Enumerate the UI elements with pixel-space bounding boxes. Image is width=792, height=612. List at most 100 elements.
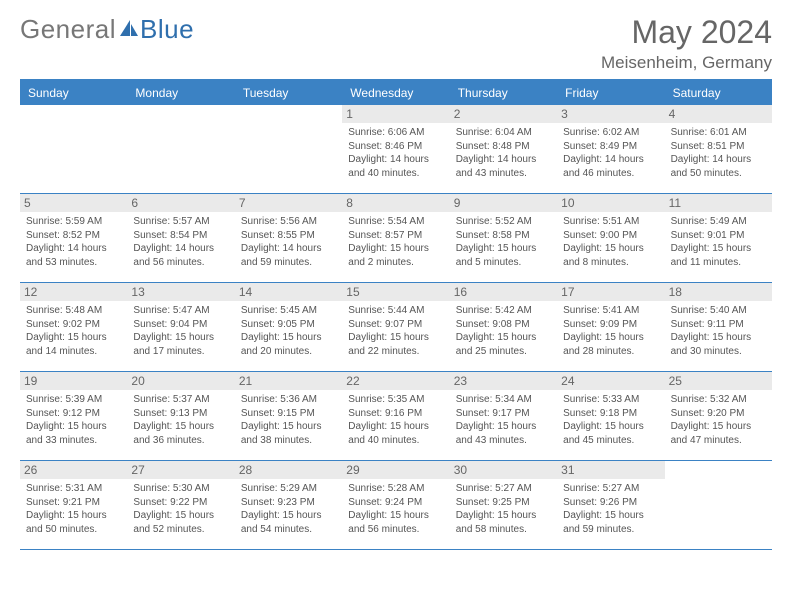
day-number: 28 bbox=[235, 461, 342, 479]
calendar-cell: 2Sunrise: 6:04 AMSunset: 8:48 PMDaylight… bbox=[450, 105, 557, 193]
calendar-cell: 3Sunrise: 6:02 AMSunset: 8:49 PMDaylight… bbox=[557, 105, 664, 193]
daylight-text: Daylight: 15 hours and 59 minutes. bbox=[563, 509, 658, 536]
day-number: 9 bbox=[450, 194, 557, 212]
sunrise-text: Sunrise: 5:59 AM bbox=[26, 215, 121, 229]
brand-text-1: General bbox=[20, 14, 116, 45]
calendar-cell: 26Sunrise: 5:31 AMSunset: 9:21 PMDayligh… bbox=[20, 461, 127, 549]
day-number: 12 bbox=[20, 283, 127, 301]
daylight-text: Daylight: 15 hours and 30 minutes. bbox=[671, 331, 766, 358]
day-number: 16 bbox=[450, 283, 557, 301]
sunrise-text: Sunrise: 5:57 AM bbox=[133, 215, 228, 229]
day-number: 20 bbox=[127, 372, 234, 390]
brand-logo: General Blue bbox=[20, 14, 194, 45]
sail-icon bbox=[118, 14, 140, 45]
calendar-week: 19Sunrise: 5:39 AMSunset: 9:12 PMDayligh… bbox=[20, 372, 772, 461]
daylight-text: Daylight: 15 hours and 5 minutes. bbox=[456, 242, 551, 269]
calendar-cell: 22Sunrise: 5:35 AMSunset: 9:16 PMDayligh… bbox=[342, 372, 449, 460]
calendar-cell: 25Sunrise: 5:32 AMSunset: 9:20 PMDayligh… bbox=[665, 372, 772, 460]
sunrise-text: Sunrise: 5:30 AM bbox=[133, 482, 228, 496]
daylight-text: Daylight: 15 hours and 22 minutes. bbox=[348, 331, 443, 358]
calendar-cell: 14Sunrise: 5:45 AMSunset: 9:05 PMDayligh… bbox=[235, 283, 342, 371]
sunset-text: Sunset: 9:17 PM bbox=[456, 407, 551, 421]
calendar-cell: 31Sunrise: 5:27 AMSunset: 9:26 PMDayligh… bbox=[557, 461, 664, 549]
sunrise-text: Sunrise: 5:37 AM bbox=[133, 393, 228, 407]
weekday-header: Sunday Monday Tuesday Wednesday Thursday… bbox=[20, 81, 772, 105]
calendar-cell: 1Sunrise: 6:06 AMSunset: 8:46 PMDaylight… bbox=[342, 105, 449, 193]
calendar-week: 12 Sunrise: 5:48 AMSunset: 9:02 PM Dayligh… bbox=[20, 283, 772, 372]
sunrise-text: Sunrise: 5:32 AM bbox=[671, 393, 766, 407]
sunset-text: Sunset: 9:18 PM bbox=[563, 407, 658, 421]
calendar-week: 5 Sunrise: 5:59 AMSunset: 8:52 PM Daylight… bbox=[20, 194, 772, 283]
sunset-text: Sunset: 8:52 PM bbox=[26, 229, 121, 243]
calendar-cell: 30Sunrise: 5:27 AMSunset: 9:25 PMDayligh… bbox=[450, 461, 557, 549]
sunrise-text: Sunrise: 5:51 AM bbox=[563, 215, 658, 229]
sunset-text: Sunset: 9:24 PM bbox=[348, 496, 443, 510]
day-number: 6 bbox=[127, 194, 234, 212]
daylight-text: Daylight: 14 hours and 40 minutes. bbox=[348, 153, 443, 180]
day-number: 14 bbox=[235, 283, 342, 301]
weekday-label: Sunday bbox=[20, 81, 127, 105]
calendar-cell: 19Sunrise: 5:39 AMSunset: 9:12 PMDayligh… bbox=[20, 372, 127, 460]
sunset-text: Sunset: 9:13 PM bbox=[133, 407, 228, 421]
sunrise-text: Sunrise: 5:33 AM bbox=[563, 393, 658, 407]
day-number: 7 bbox=[235, 194, 342, 212]
sunrise-text: Sunrise: 5:27 AM bbox=[456, 482, 551, 496]
sunrise-text: Sunrise: 5:27 AM bbox=[563, 482, 658, 496]
daylight-text: Daylight: 15 hours and 11 minutes. bbox=[671, 242, 766, 269]
sunset-text: Sunset: 9:16 PM bbox=[348, 407, 443, 421]
location-label: Meisenheim, Germany bbox=[601, 53, 772, 73]
sunrise-text: Sunrise: 5:40 AM bbox=[671, 304, 766, 318]
sunset-text: Sunset: 9:07 PM bbox=[348, 318, 443, 332]
calendar-cell bbox=[127, 105, 234, 193]
sunrise-text: Sunrise: 5:29 AM bbox=[241, 482, 336, 496]
calendar-week: 1Sunrise: 6:06 AMSunset: 8:46 PMDaylight… bbox=[20, 105, 772, 194]
weeks-container: 1Sunrise: 6:06 AMSunset: 8:46 PMDaylight… bbox=[20, 105, 772, 550]
sunset-text: Sunset: 8:57 PM bbox=[348, 229, 443, 243]
sunrise-text: Sunrise: 5:44 AM bbox=[348, 304, 443, 318]
day-number: 27 bbox=[127, 461, 234, 479]
sunrise-text: Sunrise: 6:06 AM bbox=[348, 126, 443, 140]
calendar-cell: 7Sunrise: 5:56 AMSunset: 8:55 PMDaylight… bbox=[235, 194, 342, 282]
sunrise-text: Sunrise: 5:42 AM bbox=[456, 304, 551, 318]
day-number: 21 bbox=[235, 372, 342, 390]
sunrise-text: Sunrise: 5:48 AM bbox=[26, 304, 121, 318]
sunset-text: Sunset: 9:21 PM bbox=[26, 496, 121, 510]
calendar-cell: 23Sunrise: 5:34 AMSunset: 9:17 PMDayligh… bbox=[450, 372, 557, 460]
daylight-text: Daylight: 15 hours and 50 minutes. bbox=[26, 509, 121, 536]
daylight-text: Daylight: 15 hours and 28 minutes. bbox=[563, 331, 658, 358]
sunrise-text: Sunrise: 5:52 AM bbox=[456, 215, 551, 229]
day-number: 29 bbox=[342, 461, 449, 479]
sunrise-text: Sunrise: 5:35 AM bbox=[348, 393, 443, 407]
sunrise-text: Sunrise: 5:47 AM bbox=[133, 304, 228, 318]
sunrise-text: Sunrise: 5:39 AM bbox=[26, 393, 121, 407]
daylight-text: Daylight: 15 hours and 8 minutes. bbox=[563, 242, 658, 269]
calendar-cell: 13Sunrise: 5:47 AMSunset: 9:04 PMDayligh… bbox=[127, 283, 234, 371]
day-number: 1 bbox=[342, 105, 449, 123]
sunset-text: Sunset: 8:55 PM bbox=[241, 229, 336, 243]
sunset-text: Sunset: 9:23 PM bbox=[241, 496, 336, 510]
daylight-text: Daylight: 15 hours and 58 minutes. bbox=[456, 509, 551, 536]
day-number: 5 bbox=[20, 194, 127, 212]
calendar-cell: 21Sunrise: 5:36 AMSunset: 9:15 PMDayligh… bbox=[235, 372, 342, 460]
day-number: 10 bbox=[557, 194, 664, 212]
sunrise-text: Sunrise: 6:04 AM bbox=[456, 126, 551, 140]
calendar-cell: 18Sunrise: 5:40 AMSunset: 9:11 PMDayligh… bbox=[665, 283, 772, 371]
day-number: 26 bbox=[20, 461, 127, 479]
day-number: 30 bbox=[450, 461, 557, 479]
weekday-label: Monday bbox=[127, 81, 234, 105]
calendar-cell: 28Sunrise: 5:29 AMSunset: 9:23 PMDayligh… bbox=[235, 461, 342, 549]
weekday-label: Wednesday bbox=[342, 81, 449, 105]
calendar-cell: 15 Sunrise: 5:44 AMSunset: 9:07 PMDayligh… bbox=[342, 283, 449, 371]
sunset-text: Sunset: 9:12 PM bbox=[26, 407, 121, 421]
calendar-cell: 27Sunrise: 5:30 AMSunset: 9:22 PMDayligh… bbox=[127, 461, 234, 549]
calendar-cell: 10Sunrise: 5:51 AMSunset: 9:00 PMDayligh… bbox=[557, 194, 664, 282]
calendar-cell bbox=[235, 105, 342, 193]
weekday-label: Saturday bbox=[665, 81, 772, 105]
day-number: 25 bbox=[665, 372, 772, 390]
sunset-text: Sunset: 8:58 PM bbox=[456, 229, 551, 243]
sunset-text: Sunset: 9:02 PM bbox=[26, 318, 121, 332]
daylight-text: Daylight: 15 hours and 52 minutes. bbox=[133, 509, 228, 536]
sunset-text: Sunset: 9:04 PM bbox=[133, 318, 228, 332]
day-number: 15 bbox=[342, 283, 449, 301]
day-number: 24 bbox=[557, 372, 664, 390]
